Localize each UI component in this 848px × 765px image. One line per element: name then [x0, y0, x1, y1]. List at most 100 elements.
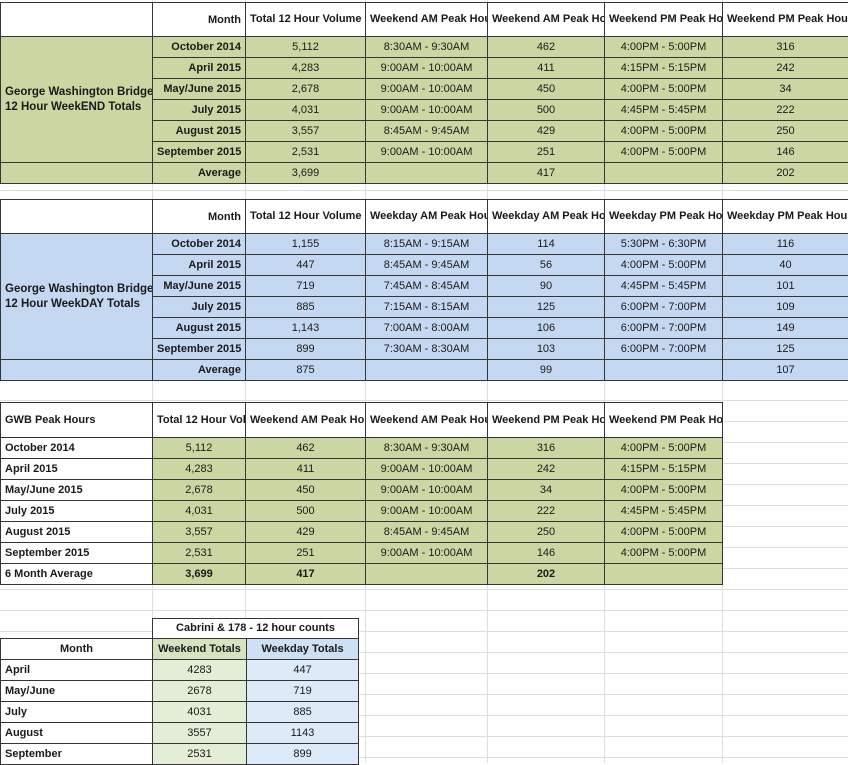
cell-average-label[interactable]: 6 Month Average	[1, 564, 153, 585]
cell-blank[interactable]	[366, 360, 488, 381]
cell-am-volume[interactable]: 251	[488, 142, 605, 163]
cell-pm-hour[interactable]: 4:45PM - 5:45PM	[605, 501, 723, 522]
header-pm-peak-volume[interactable]: Weekend PM Peak Hour Volume	[723, 3, 848, 37]
cell-weekend-total[interactable]: 3557	[153, 723, 247, 744]
cell-pm-hour[interactable]: 4:15PM - 5:15PM	[605, 58, 723, 79]
cell-blank[interactable]	[605, 564, 723, 585]
cell-pm-volume[interactable]: 316	[723, 37, 848, 58]
header-month[interactable]: Month	[153, 200, 246, 234]
cell-month[interactable]: August 2015	[1, 522, 153, 543]
cell-am-hour[interactable]: 8:30AM - 9:30AM	[366, 37, 488, 58]
cell-am-volume[interactable]: 125	[488, 297, 605, 318]
cell-am-volume[interactable]: 429	[246, 522, 366, 543]
cell-weekend-total[interactable]: 4283	[153, 660, 247, 681]
cell-am-hour[interactable]: 9:00AM - 10:00AM	[366, 480, 488, 501]
cell-blank[interactable]	[366, 564, 488, 585]
cell-pm-hour[interactable]: 4:00PM - 5:00PM	[605, 438, 723, 459]
cell-month[interactable]: August	[1, 723, 153, 744]
cell-average-pm-volume[interactable]: 107	[723, 360, 848, 381]
cell-am-hour[interactable]: 9:00AM - 10:00AM	[366, 79, 488, 100]
header-weekend-totals[interactable]: Weekend Totals	[153, 639, 247, 660]
cell-total[interactable]: 899	[246, 339, 366, 360]
cell-am-volume[interactable]: 429	[488, 121, 605, 142]
cell-pm-volume[interactable]: 116	[723, 234, 848, 255]
cell-pm-hour[interactable]: 4:00PM - 5:00PM	[605, 37, 723, 58]
header-weekday-totals[interactable]: Weekday Totals	[247, 639, 359, 660]
cell-blank[interactable]	[605, 163, 723, 184]
cell-average-am-volume[interactable]: 99	[488, 360, 605, 381]
empty-corner-cell[interactable]	[1, 200, 153, 234]
cell-am-hour[interactable]: 9:00AM - 10:00AM	[366, 543, 488, 564]
cell-pm-volume[interactable]: 242	[723, 58, 848, 79]
cell-weekday-total[interactable]: 885	[247, 702, 359, 723]
cell-pm-volume[interactable]: 149	[723, 318, 848, 339]
header-pm-peak-hour[interactable]: Weekend PM Peak Hour	[605, 403, 723, 438]
cell-pm-hour[interactable]: 5:30PM - 6:30PM	[605, 234, 723, 255]
cell-am-hour[interactable]: 9:00AM - 10:00AM	[366, 100, 488, 121]
cell-pm-hour[interactable]: 4:15PM - 5:15PM	[605, 459, 723, 480]
cell-month[interactable]: May/June 2015	[153, 276, 246, 297]
cell-month[interactable]: July	[1, 702, 153, 723]
header-am-peak-hour[interactable]: Weekend AM Peak Hour	[366, 403, 488, 438]
cell-total[interactable]: 4,031	[246, 100, 366, 121]
cell-pm-volume[interactable]: 101	[723, 276, 848, 297]
cell-am-volume[interactable]: 500	[488, 100, 605, 121]
cell-am-hour[interactable]: 9:00AM - 10:00AM	[366, 501, 488, 522]
cell-pm-hour[interactable]: 4:00PM - 5:00PM	[605, 79, 723, 100]
cell-pm-volume[interactable]: 34	[723, 79, 848, 100]
cell-average-label[interactable]: Average	[153, 360, 246, 381]
cell-average-total[interactable]: 875	[246, 360, 366, 381]
cell-total[interactable]: 1,143	[246, 318, 366, 339]
cell-month[interactable]: September 2015	[1, 543, 153, 564]
cell-month[interactable]: July 2015	[153, 100, 246, 121]
header-am-peak-hour[interactable]: Weekday AM Peak Hour	[366, 200, 488, 234]
cell-am-volume[interactable]: 56	[488, 255, 605, 276]
header-month[interactable]: Month	[153, 3, 246, 37]
cell-total[interactable]: 5,112	[153, 438, 246, 459]
cell-month[interactable]: April 2015	[1, 459, 153, 480]
cell-month[interactable]: May/June 2015	[1, 480, 153, 501]
cell-pm-volume[interactable]: 40	[723, 255, 848, 276]
cell-total[interactable]: 4,283	[246, 58, 366, 79]
cell-pm-hour[interactable]: 4:00PM - 5:00PM	[605, 255, 723, 276]
cell-weekday-total[interactable]: 1143	[247, 723, 359, 744]
cell-total[interactable]: 4,283	[153, 459, 246, 480]
cabrini-table-title[interactable]: Cabrini & 178 - 12 hour counts	[153, 619, 359, 639]
cell-average-total[interactable]: 3,699	[246, 163, 366, 184]
cell-am-volume[interactable]: 500	[246, 501, 366, 522]
cell-pm-volume[interactable]: 250	[723, 121, 848, 142]
cell-weekend-total[interactable]: 2678	[153, 681, 247, 702]
cell-blank[interactable]	[1, 163, 153, 184]
header-pm-peak-volume[interactable]: Weekend PM Peak Hour Volume	[488, 403, 605, 438]
header-am-peak-volume[interactable]: Weekend AM Peak Hour Volume	[488, 3, 605, 37]
cell-month[interactable]: October 2014	[153, 234, 246, 255]
cell-am-volume[interactable]: 450	[246, 480, 366, 501]
cell-pm-volume[interactable]: 34	[488, 480, 605, 501]
cell-pm-hour[interactable]: 4:00PM - 5:00PM	[605, 543, 723, 564]
cell-total[interactable]: 4,031	[153, 501, 246, 522]
cell-pm-volume[interactable]: 316	[488, 438, 605, 459]
cell-average-am-volume[interactable]: 417	[488, 163, 605, 184]
cell-pm-hour[interactable]: 4:00PM - 5:00PM	[605, 522, 723, 543]
cell-am-hour[interactable]: 9:00AM - 10:00AM	[366, 58, 488, 79]
cell-total[interactable]: 2,531	[246, 142, 366, 163]
header-pm-peak-hour[interactable]: Weekend PM Peak Hour	[605, 3, 723, 37]
cell-blank[interactable]	[605, 360, 723, 381]
cell-average-am-volume[interactable]: 417	[246, 564, 366, 585]
cell-weekday-total[interactable]: 899	[247, 744, 359, 765]
cell-am-hour[interactable]: 8:30AM - 9:30AM	[366, 438, 488, 459]
cell-am-hour[interactable]: 8:15AM - 9:15AM	[366, 234, 488, 255]
cell-pm-hour[interactable]: 4:45PM - 5:45PM	[605, 276, 723, 297]
cell-pm-hour[interactable]: 4:45PM - 5:45PM	[605, 100, 723, 121]
cell-total[interactable]: 2,678	[153, 480, 246, 501]
cell-total[interactable]: 3,557	[153, 522, 246, 543]
cell-am-hour[interactable]: 7:15AM - 8:15AM	[366, 297, 488, 318]
cell-month[interactable]: April 2015	[153, 255, 246, 276]
cell-am-volume[interactable]: 411	[246, 459, 366, 480]
header-am-peak-volume[interactable]: Weekend AM Peak Hour Volume	[246, 403, 366, 438]
cell-month[interactable]: July 2015	[1, 501, 153, 522]
cell-pm-hour[interactable]: 6:00PM - 7:00PM	[605, 318, 723, 339]
cell-blank[interactable]	[366, 163, 488, 184]
